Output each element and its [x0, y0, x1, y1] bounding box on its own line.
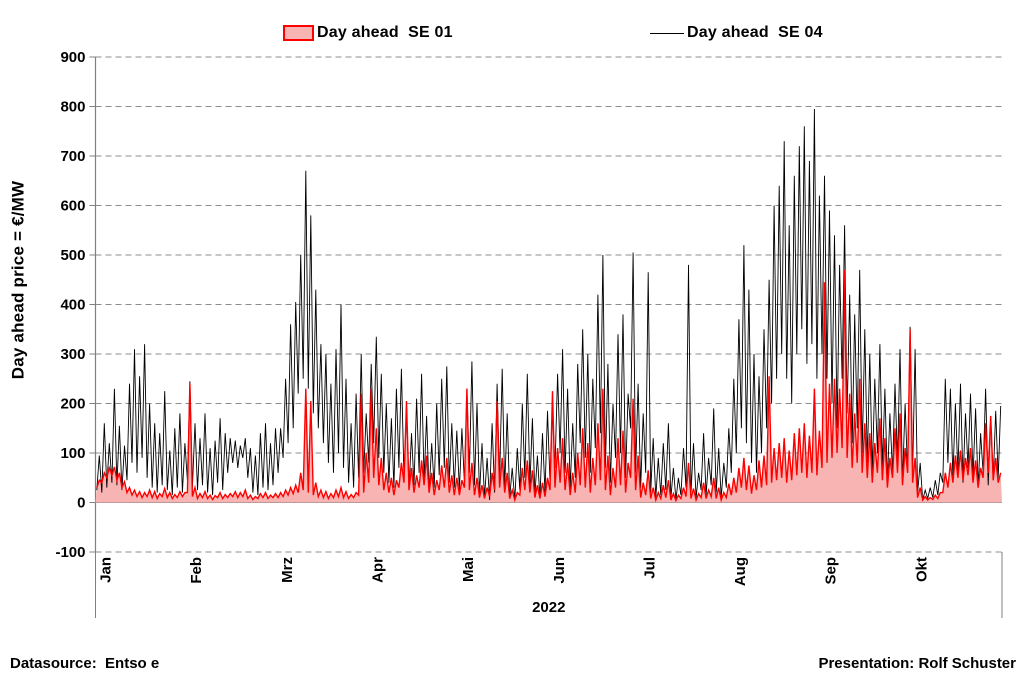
x-month-label: Feb: [188, 557, 205, 584]
x-month-label: Aug: [732, 557, 749, 586]
legend-item-se01: Day ahead SE 01: [283, 24, 453, 42]
series-se01-line: [96, 269, 1002, 503]
x-axis-year-label: 2022: [532, 599, 565, 616]
x-month-label: Apr: [369, 557, 386, 583]
legend-item-se04: Day ahead SE 04: [650, 24, 823, 42]
y-tick-label: 700: [60, 148, 85, 165]
price-chart: 900 800 700 600 500 400 300 200 100 0 -100 Jan Feb Mr…: [55, 49, 1003, 618]
se01-area-swatch-icon: [283, 25, 314, 41]
y-tick-label: 500: [60, 247, 85, 264]
y-tick-label: 600: [60, 198, 85, 215]
legend-label-se04: Day ahead SE 04: [687, 24, 823, 41]
datasource-label: Datasource: Entso e: [10, 655, 160, 672]
x-month-label: Mrz: [279, 557, 296, 583]
legend-label-se01: Day ahead SE 01: [317, 24, 453, 41]
y-tick-label: 100: [60, 445, 85, 462]
y-axis-title: Day ahead price = €/MW: [8, 180, 27, 380]
y-tick-label: 300: [60, 346, 85, 363]
x-month-label: Sep: [823, 557, 840, 585]
y-tick-label: 900: [60, 49, 85, 66]
presentation-label: Presentation: Rolf Schuster: [818, 655, 1016, 672]
series-se01-area: [95, 269, 1002, 503]
y-tick-label: 800: [60, 99, 85, 116]
series-se04-line: [96, 108, 1002, 501]
x-month-label: Jun: [551, 557, 568, 584]
y-tick-label: 400: [60, 297, 85, 314]
se04-line-swatch-icon: [650, 32, 684, 34]
x-month-label: Mai: [460, 557, 477, 582]
footer: Datasource: Entso e Presentation: Rolf S…: [0, 655, 1024, 679]
x-month-label: Jan: [98, 557, 115, 583]
y-tick-label: -100: [55, 544, 85, 561]
x-month-label: Jul: [641, 557, 658, 579]
y-tick-label: 200: [60, 396, 85, 413]
x-month-label: Okt: [913, 557, 930, 582]
y-tick-label: 0: [77, 495, 85, 512]
